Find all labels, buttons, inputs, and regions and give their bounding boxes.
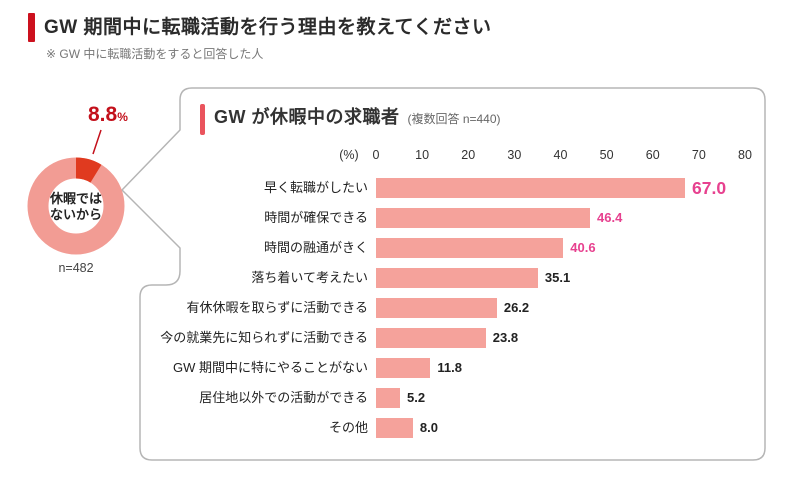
category-label: 落ち着いて考えたい xyxy=(251,270,368,285)
panel-title: GW が休暇中の求職者 xyxy=(214,107,400,127)
category-label: GW 期間中に特にやることがない xyxy=(173,360,368,375)
bar xyxy=(376,208,590,228)
category-label: 早く転職がしたい xyxy=(263,180,368,195)
axis-tick-label: 80 xyxy=(738,148,752,162)
bar-value: 46.4 xyxy=(597,210,623,225)
donut-value-unit: % xyxy=(117,110,128,124)
category-label: その他 xyxy=(328,420,368,435)
axis-tick-label: 10 xyxy=(415,148,430,162)
panel-header: GW が休暇中の求職者 (複数回答 n=440) xyxy=(214,103,501,129)
bar-value: 5.2 xyxy=(406,390,426,405)
axis-tick-label: 30 xyxy=(507,148,522,162)
bar xyxy=(376,388,400,408)
category-label: 時間の融通がきく xyxy=(263,240,368,255)
axis-tick-label: 0 xyxy=(372,148,380,162)
leader-line xyxy=(92,129,102,155)
donut-highlight-segment xyxy=(27,157,125,255)
panel-accent-bar xyxy=(200,104,205,135)
bar xyxy=(376,238,564,258)
bar-row: 落ち着いて考えたい 35.1 xyxy=(0,268,787,288)
bar-row: GW 期間中に特にやることがない 11.8 xyxy=(0,358,787,378)
bar-value: 40.6 xyxy=(570,240,596,255)
donut-value-label: 8.8% xyxy=(88,103,128,127)
category-label: 有休休暇を取らずに活動できる xyxy=(186,300,368,315)
bar-row: 時間が確保できる 46.4 xyxy=(0,208,787,228)
bar xyxy=(376,328,486,348)
page-title: GW 期間中に転職活動を行う理由を教えてください xyxy=(44,17,492,38)
bar-value: 26.2 xyxy=(503,300,530,315)
bar-row: 時間の融通がきく 40.6 xyxy=(0,238,787,258)
donut-center-line2: ないから xyxy=(49,207,102,222)
bar xyxy=(376,298,497,318)
bar xyxy=(376,268,538,288)
donut-sample-size: n=482 xyxy=(58,261,94,275)
axis-tick-label: 20 xyxy=(461,148,476,162)
axis-tick-label: 40 xyxy=(553,148,568,162)
category-label: 今の就業先に知られずに活動できる xyxy=(160,330,368,345)
bar-row: 今の就業先に知られずに活動できる 23.8 xyxy=(0,328,787,348)
category-label: 時間が確保できる xyxy=(264,210,368,225)
bar xyxy=(376,178,685,198)
bar-row: 居住地以外での活動ができる 5.2 xyxy=(0,388,787,408)
axis-unit-label: (%) xyxy=(339,148,359,162)
category-label: 居住地以外での活動ができる xyxy=(199,390,368,405)
bar xyxy=(376,418,413,438)
bar-value: 11.8 xyxy=(437,360,463,375)
bar-row: 早く転職がしたい 67.0 xyxy=(0,178,787,198)
axis-tick-label: 60 xyxy=(645,148,660,162)
donut-center-label: 休暇では ないから xyxy=(31,191,121,223)
axis-tick-label: 70 xyxy=(691,148,706,162)
bar-row: 有休休暇を取らずに活動できる 26.2 xyxy=(0,298,787,318)
page-accent-bar xyxy=(28,13,35,42)
bar-value: 67.0 xyxy=(692,178,727,198)
axis-tick-label: 50 xyxy=(599,148,614,162)
page-subtitle: ※ GW 中に転職活動をすると回答した人 xyxy=(46,47,264,61)
bar-row: その他 8.0 xyxy=(0,418,787,438)
bar xyxy=(376,358,431,378)
donut-center-line1: 休暇では xyxy=(49,191,102,206)
bar-value: 35.1 xyxy=(544,270,571,285)
donut-value-number: 8.8 xyxy=(88,103,118,126)
bar-value: 23.8 xyxy=(492,330,519,345)
bar-value: 8.0 xyxy=(419,420,438,435)
panel-subtitle: (複数回答 n=440) xyxy=(407,112,501,126)
